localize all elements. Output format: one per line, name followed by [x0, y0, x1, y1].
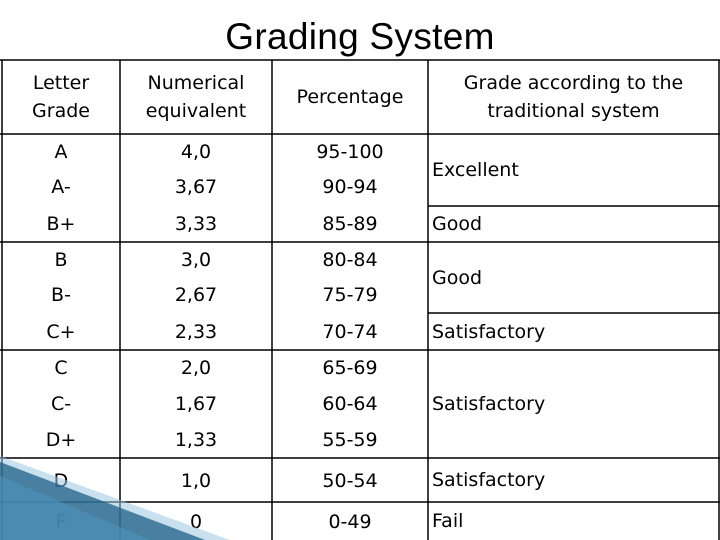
traditional-grade-cell: Good	[432, 266, 483, 289]
cell-letter: B-	[51, 284, 71, 306]
header-letter-grade: Letter Grade	[32, 72, 90, 122]
cell-letter: B	[54, 249, 68, 271]
cell-numeric: 4,0	[180, 141, 212, 163]
cell-percent: 95-100	[316, 141, 384, 163]
cell-numeric: 1,67	[174, 393, 218, 415]
traditional-grade-cell: Excellent	[432, 159, 519, 181]
cell-percent: 90-94	[322, 176, 378, 198]
cell-percent: 55-59	[322, 429, 378, 451]
cell-letter: F	[55, 511, 67, 533]
cell-letter: D	[53, 470, 69, 492]
page-title: Grading System	[225, 16, 495, 57]
cell-letter: B+	[46, 213, 76, 235]
cell-letter: C+	[46, 321, 76, 343]
traditional-grade-cell: Satisfactory	[432, 320, 546, 343]
cell-numeric: 0	[189, 511, 203, 533]
cell-letter: A	[54, 141, 68, 163]
cell-percent: 75-79	[322, 284, 378, 306]
header-percentage: Percentage	[296, 86, 404, 108]
cell-letter: D+	[45, 429, 77, 451]
cell-numeric: 2,33	[174, 321, 218, 343]
header-traditional-grade: Grade according to the traditional syste…	[463, 72, 684, 122]
traditional-grade-cell: Good	[432, 213, 483, 235]
cell-letter: C	[54, 357, 68, 379]
cell-percent: 50-54	[322, 470, 378, 492]
cell-numeric: 1,33	[174, 429, 218, 451]
cell-percent: 0-49	[328, 511, 372, 533]
header-numerical-equivalent: Numerical equivalent	[145, 72, 247, 122]
cell-percent: 70-74	[322, 321, 378, 343]
cell-numeric: 2,0	[180, 357, 212, 379]
cell-numeric: 1,0	[180, 470, 212, 492]
traditional-grade-cell: Fail	[432, 510, 464, 532]
cell-numeric: 3,67	[174, 176, 218, 198]
cell-numeric: 3,33	[174, 213, 218, 235]
cell-percent: 80-84	[322, 249, 378, 271]
cell-letter: A-	[51, 176, 71, 198]
traditional-grade-cell: Satisfactory	[432, 393, 546, 415]
traditional-grade-cell: Satisfactory	[432, 469, 546, 491]
cell-numeric: 2,67	[174, 284, 218, 306]
cell-percent: 85-89	[322, 213, 378, 235]
cell-percent: 60-64	[322, 393, 378, 415]
cell-percent: 65-69	[322, 357, 378, 379]
cell-letter: C-	[50, 393, 72, 415]
cell-numeric: 3,0	[180, 249, 212, 271]
